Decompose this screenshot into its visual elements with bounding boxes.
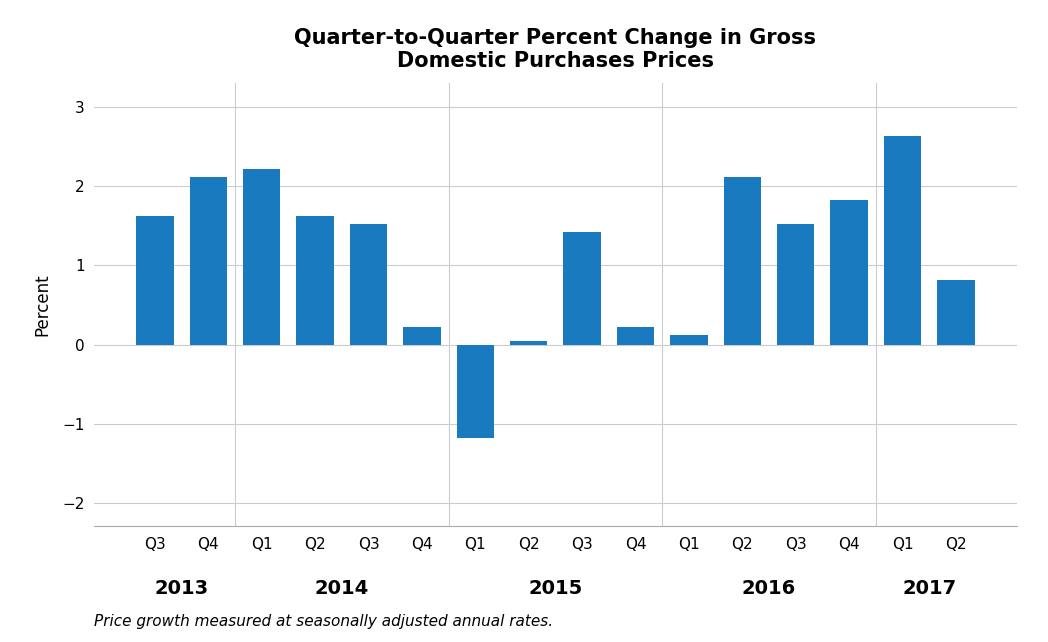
Bar <box>510 342 547 345</box>
Bar <box>297 216 334 345</box>
Text: 2014: 2014 <box>314 579 369 598</box>
Text: Price growth measured at seasonally adjusted annual rates.: Price growth measured at seasonally adju… <box>94 614 553 629</box>
Text: 2013: 2013 <box>154 579 209 598</box>
Bar <box>190 177 227 345</box>
Bar <box>403 327 440 345</box>
Bar <box>724 177 761 345</box>
Bar <box>243 169 281 345</box>
Bar <box>617 327 654 345</box>
Bar <box>350 224 387 345</box>
Bar <box>671 335 707 345</box>
Title: Quarter-to-Quarter Percent Change in Gross
Domestic Purchases Prices: Quarter-to-Quarter Percent Change in Gro… <box>294 28 816 71</box>
Bar <box>830 200 868 345</box>
Bar <box>883 137 921 345</box>
Text: 2016: 2016 <box>742 579 796 598</box>
Y-axis label: Percent: Percent <box>34 273 51 336</box>
Text: 2017: 2017 <box>902 579 957 598</box>
Bar <box>937 280 975 345</box>
Bar <box>457 345 494 438</box>
Bar <box>777 224 814 345</box>
Text: 2015: 2015 <box>528 579 583 598</box>
Bar <box>564 232 601 345</box>
Bar <box>136 216 174 345</box>
